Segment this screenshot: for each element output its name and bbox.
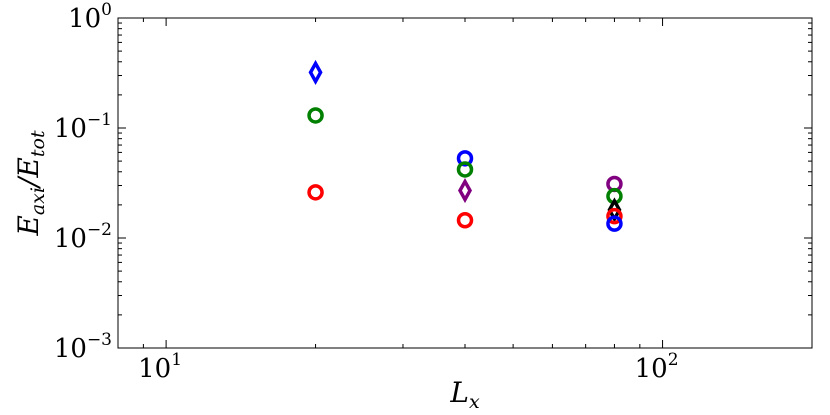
data-point-diamond	[308, 59, 323, 86]
y-tick-label: 100	[68, 0, 112, 34]
y-tick-base: 10	[54, 114, 87, 144]
y-tick-base: 10	[68, 4, 101, 34]
data-point-diamond	[457, 177, 473, 204]
y-label-sep: /	[12, 175, 45, 190]
x-tick-label: 102	[635, 350, 679, 384]
data-point-circle	[307, 184, 324, 201]
x-tick-base: 10	[138, 354, 171, 384]
axis-ticks	[117, 17, 813, 349]
x-tick-exponent: 1	[171, 350, 182, 370]
y-tick-base: 10	[54, 224, 87, 254]
data-point-circle	[456, 211, 474, 229]
y-tick-exponent: 0	[101, 0, 112, 20]
y-tick-exponent: −3	[87, 330, 112, 350]
data-point-circle	[456, 150, 474, 167]
data-points	[307, 59, 623, 232]
y-tick-label: 10−3	[54, 330, 112, 364]
y-label-num-sub: axi	[27, 187, 49, 215]
data-point-circle	[307, 107, 324, 124]
data-point-circle	[456, 161, 474, 178]
x-axis-label: Lx	[449, 376, 480, 413]
y-tick-exponent: −2	[87, 220, 112, 240]
y-axis-label: Eaxi/Etot	[12, 130, 49, 237]
x-tick-exponent: 2	[668, 350, 679, 370]
y-label-den-sub: tot	[27, 130, 49, 157]
y-tick-exponent: −1	[87, 110, 112, 130]
data-point-circle	[606, 207, 623, 225]
x-axis-label-main: L	[449, 376, 469, 409]
data-point-circle	[606, 215, 623, 232]
y-tick-base: 10	[54, 334, 87, 364]
plot-frame	[117, 17, 813, 349]
y-label-den: E	[12, 157, 45, 178]
y-label-num: E	[12, 215, 45, 236]
x-axis-label-sub: x	[469, 391, 480, 413]
y-tick-label: 10−2	[54, 220, 112, 254]
data-point-diamond	[607, 197, 622, 223]
y-tick-label: 10−1	[54, 110, 112, 144]
x-tick-label: 101	[138, 350, 182, 384]
x-tick-labels: 101 102	[138, 350, 678, 384]
x-tick-base: 10	[635, 354, 668, 384]
